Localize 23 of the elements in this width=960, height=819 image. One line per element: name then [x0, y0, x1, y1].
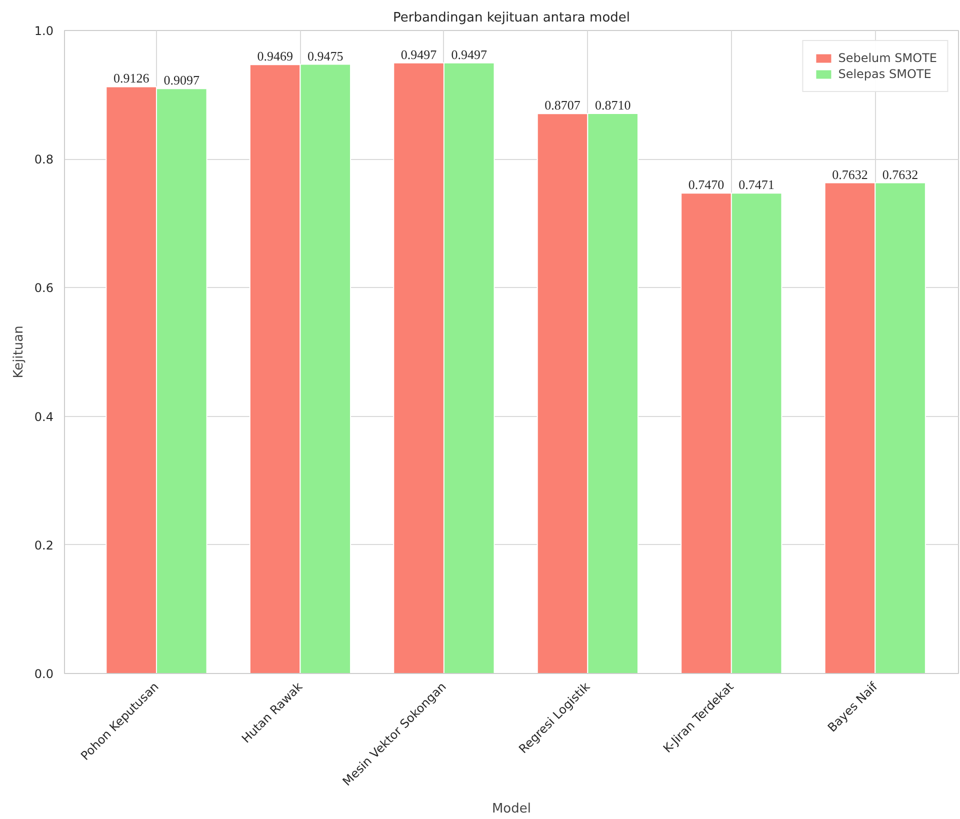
data-label: 0.9497 — [400, 46, 438, 62]
data-label: 0.9097 — [164, 72, 200, 88]
legend-label: Selepas SMOTE — [838, 67, 932, 81]
y-tick-label: 0.4 — [34, 410, 54, 424]
data-label: 0.8710 — [594, 97, 631, 112]
y-tick-label: 1.0 — [34, 24, 54, 38]
data-label: 0.9126 — [113, 70, 150, 86]
x-axis-title: Model — [492, 802, 532, 816]
y-tick-label: 0.8 — [34, 152, 54, 167]
y-tick-label: 0.2 — [34, 538, 54, 552]
data-label: 0.9475 — [307, 48, 344, 64]
data-label: 0.8707 — [544, 98, 581, 113]
y-tick-label: 0.6 — [34, 281, 54, 296]
legend-label: Sebelum SMOTE — [838, 51, 937, 65]
data-label: 0.7471 — [738, 177, 774, 192]
y-axis-title: Kejituan — [11, 326, 26, 378]
data-label: 0.7632 — [882, 166, 918, 182]
y-tick-label: 0.0 — [34, 667, 54, 681]
data-label: 0.9497 — [451, 46, 488, 62]
data-label: 0.9469 — [257, 48, 293, 64]
data-label: 0.7470 — [688, 177, 724, 192]
chart-title: Perbandingan kejituan antara model — [392, 10, 630, 26]
data-label: 0.7632 — [832, 166, 868, 182]
